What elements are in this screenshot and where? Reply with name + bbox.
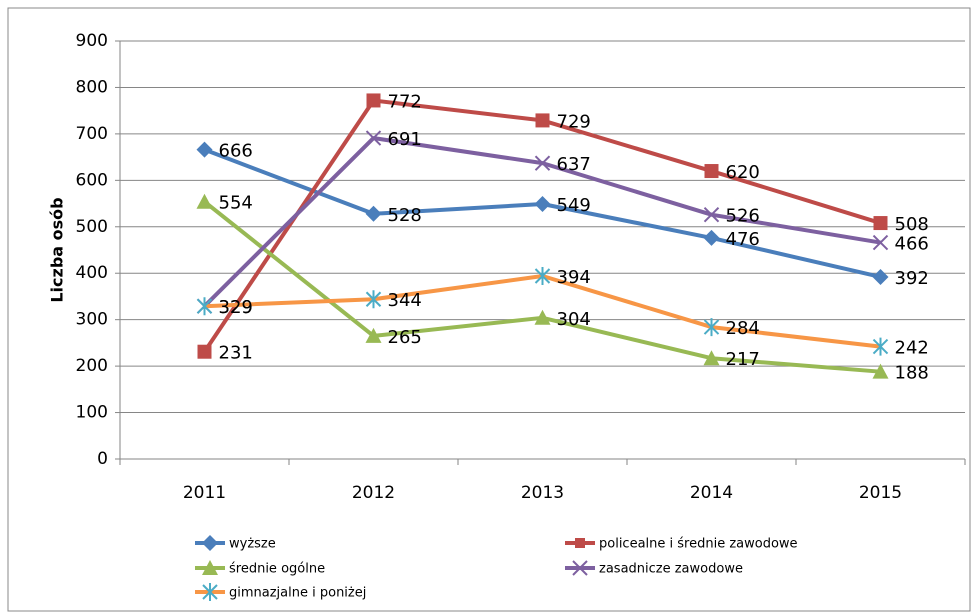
marker [873,216,888,231]
data-label: 549 [557,195,591,216]
y-axis-label: Liczba osób [48,197,67,302]
y-tick-label: 0 [97,449,108,469]
data-label: 304 [557,309,591,330]
marker [366,93,381,108]
data-label: 284 [726,318,760,339]
data-label: 508 [895,214,929,235]
data-label: 729 [557,111,591,132]
marker [703,206,720,223]
marker [534,267,551,286]
data-label: 666 [219,141,253,162]
data-label: 637 [557,154,591,175]
y-tick-label: 700 [76,124,108,144]
legend-marker [202,535,218,551]
marker [196,141,213,158]
y-tick-label: 600 [76,170,108,190]
data-label: 691 [388,129,422,150]
legend-label: wyższe [229,537,276,552]
legend-label: policealne i średnie zawodowe [599,537,798,552]
x-tick-label: 2013 [521,483,564,503]
marker [365,327,382,343]
marker [703,229,720,246]
marker [365,290,382,309]
marker [872,363,889,379]
data-label: 329 [219,297,253,318]
chart-border [7,7,971,612]
legend-marker [202,560,218,575]
legend-marker [575,538,585,548]
data-label: 554 [219,193,253,214]
legend-label: średnie ogólne [229,562,325,577]
data-label: 528 [388,205,422,226]
legend-marker [572,560,588,576]
x-tick-label: 2014 [690,483,733,503]
data-label: 217 [726,349,760,370]
marker [534,155,551,171]
marker [196,193,213,209]
data-label: 242 [895,338,929,359]
y-tick-label: 100 [76,403,108,423]
marker [704,164,719,179]
data-label: 344 [388,290,422,311]
data-label: 466 [895,234,929,255]
marker [534,309,551,325]
marker [703,350,720,366]
y-tick-label: 800 [76,77,108,97]
marker [872,337,889,356]
marker [703,318,720,337]
legend-label: zasadnicze zawodowe [599,562,743,577]
legend-label: gimnazjalne i poniżej [229,586,366,601]
data-label: 620 [726,162,760,183]
marker [872,234,889,251]
y-tick-label: 400 [76,263,108,283]
data-label: 394 [557,267,591,288]
marker [534,196,551,213]
y-tick-label: 900 [76,31,108,51]
data-label: 772 [388,91,422,112]
marker [872,268,889,285]
x-tick-label: 2012 [352,483,395,503]
data-label: 231 [219,343,253,364]
x-tick-label: 2011 [183,483,226,503]
marker [535,113,550,128]
marker [365,130,382,146]
legend-marker [202,583,218,601]
x-tick-label: 2015 [859,483,902,503]
data-label: 329 [219,297,253,318]
marker [197,344,212,359]
y-tick-label: 500 [76,217,108,237]
marker [196,297,213,316]
marker [365,205,382,222]
data-label: 526 [726,206,760,227]
data-label: 188 [895,363,929,384]
data-label: 265 [388,327,422,348]
data-label: 392 [895,268,929,289]
y-tick-label: 300 [76,310,108,330]
data-label: 476 [726,229,760,250]
y-tick-label: 200 [76,356,108,376]
